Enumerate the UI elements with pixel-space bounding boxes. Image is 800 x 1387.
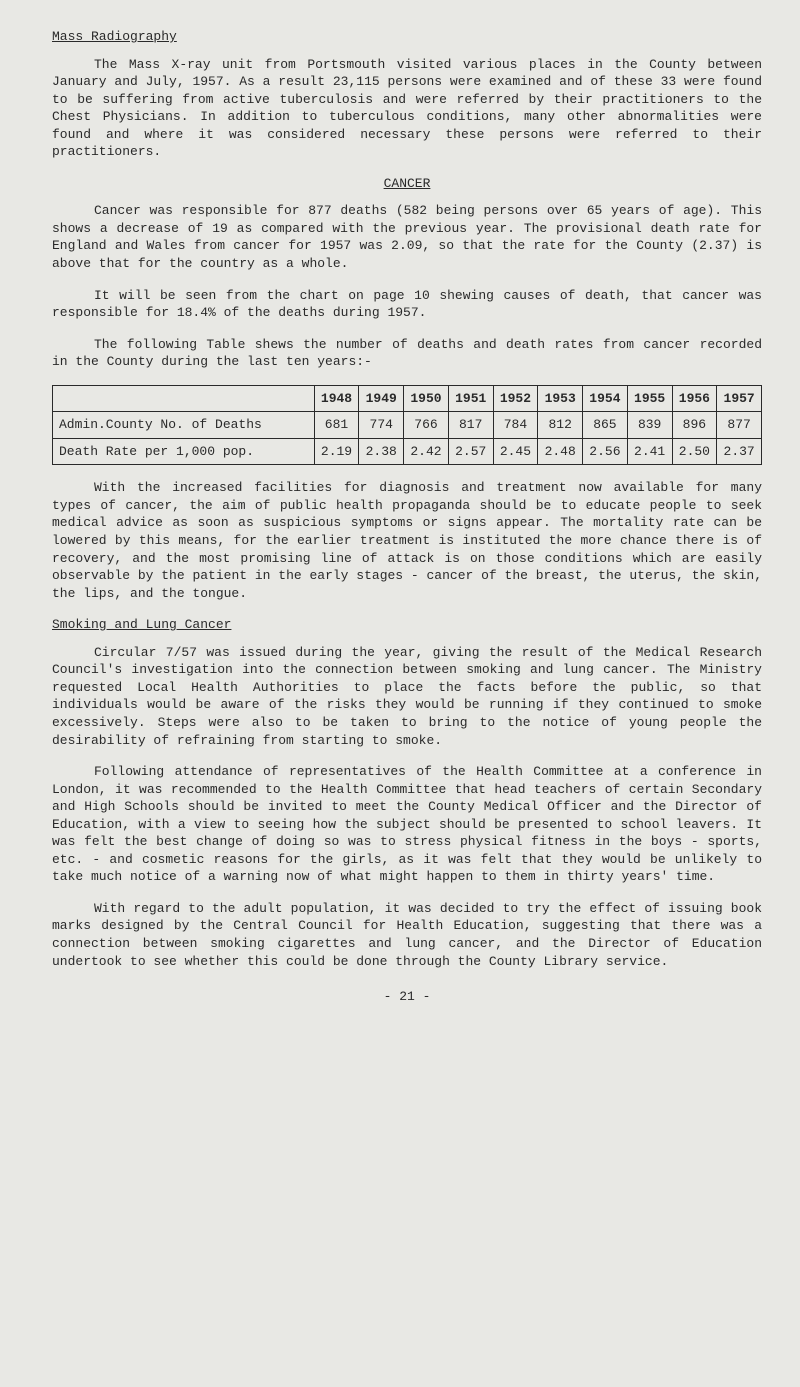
cell: 865 (583, 412, 628, 439)
cell: 812 (538, 412, 583, 439)
table-corner (53, 385, 315, 412)
year-col: 1951 (448, 385, 493, 412)
cell: 2.45 (493, 438, 538, 465)
cell: 774 (359, 412, 404, 439)
para-mass-radiography: The Mass X-ray unit from Portsmouth visi… (52, 56, 762, 161)
cell: 2.56 (583, 438, 628, 465)
year-col: 1950 (404, 385, 449, 412)
table-row: Death Rate per 1,000 pop. 2.19 2.38 2.42… (53, 438, 762, 465)
cell: 784 (493, 412, 538, 439)
row-label: Admin.County No. of Deaths (53, 412, 315, 439)
para-smoking-2: Following attendance of representatives … (52, 763, 762, 886)
cell: 2.57 (448, 438, 493, 465)
year-col: 1949 (359, 385, 404, 412)
year-col: 1956 (672, 385, 717, 412)
row-label: Death Rate per 1,000 pop. (53, 438, 315, 465)
cell: 839 (627, 412, 672, 439)
cell: 2.50 (672, 438, 717, 465)
para-cancer-3: The following Table shews the number of … (52, 336, 762, 371)
cancer-heading: CANCER (52, 175, 762, 193)
para-cancer-1: Cancer was responsible for 877 deaths (5… (52, 202, 762, 272)
table-row: Admin.County No. of Deaths 681 774 766 8… (53, 412, 762, 439)
year-col: 1953 (538, 385, 583, 412)
year-col: 1948 (314, 385, 359, 412)
cell: 681 (314, 412, 359, 439)
para-smoking-3: With regard to the adult population, it … (52, 900, 762, 970)
para-smoking-1: Circular 7/57 was issued during the year… (52, 644, 762, 749)
para-cancer-2: It will be seen from the chart on page 1… (52, 287, 762, 322)
cell: 2.42 (404, 438, 449, 465)
cell: 877 (717, 412, 762, 439)
mass-radiography-heading: Mass Radiography (52, 28, 762, 46)
year-col: 1957 (717, 385, 762, 412)
year-col: 1952 (493, 385, 538, 412)
para-diagnosis: With the increased facilities for diagno… (52, 479, 762, 602)
cell: 2.48 (538, 438, 583, 465)
year-col: 1954 (583, 385, 628, 412)
table-header-row: 1948 1949 1950 1951 1952 1953 1954 1955 … (53, 385, 762, 412)
cell: 2.19 (314, 438, 359, 465)
cell: 817 (448, 412, 493, 439)
year-col: 1955 (627, 385, 672, 412)
smoking-heading: Smoking and Lung Cancer (52, 616, 762, 634)
cell: 2.38 (359, 438, 404, 465)
cell: 766 (404, 412, 449, 439)
cell: 2.41 (627, 438, 672, 465)
page-number: - 21 - (52, 988, 762, 1006)
cancer-table: 1948 1949 1950 1951 1952 1953 1954 1955 … (52, 385, 762, 466)
cell: 896 (672, 412, 717, 439)
cell: 2.37 (717, 438, 762, 465)
